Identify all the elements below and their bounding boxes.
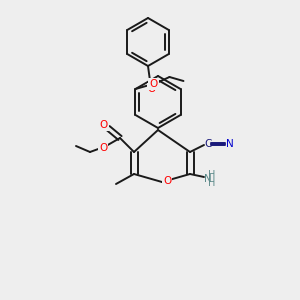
- Text: N: N: [226, 139, 234, 149]
- Text: H: H: [208, 178, 216, 188]
- Text: O: O: [149, 79, 158, 89]
- Text: C: C: [204, 139, 212, 149]
- Text: O: O: [99, 143, 107, 153]
- Text: O: O: [100, 120, 108, 130]
- Text: H: H: [208, 170, 216, 180]
- Text: O: O: [148, 84, 156, 94]
- Text: O: O: [163, 176, 171, 186]
- Text: N: N: [204, 174, 212, 184]
